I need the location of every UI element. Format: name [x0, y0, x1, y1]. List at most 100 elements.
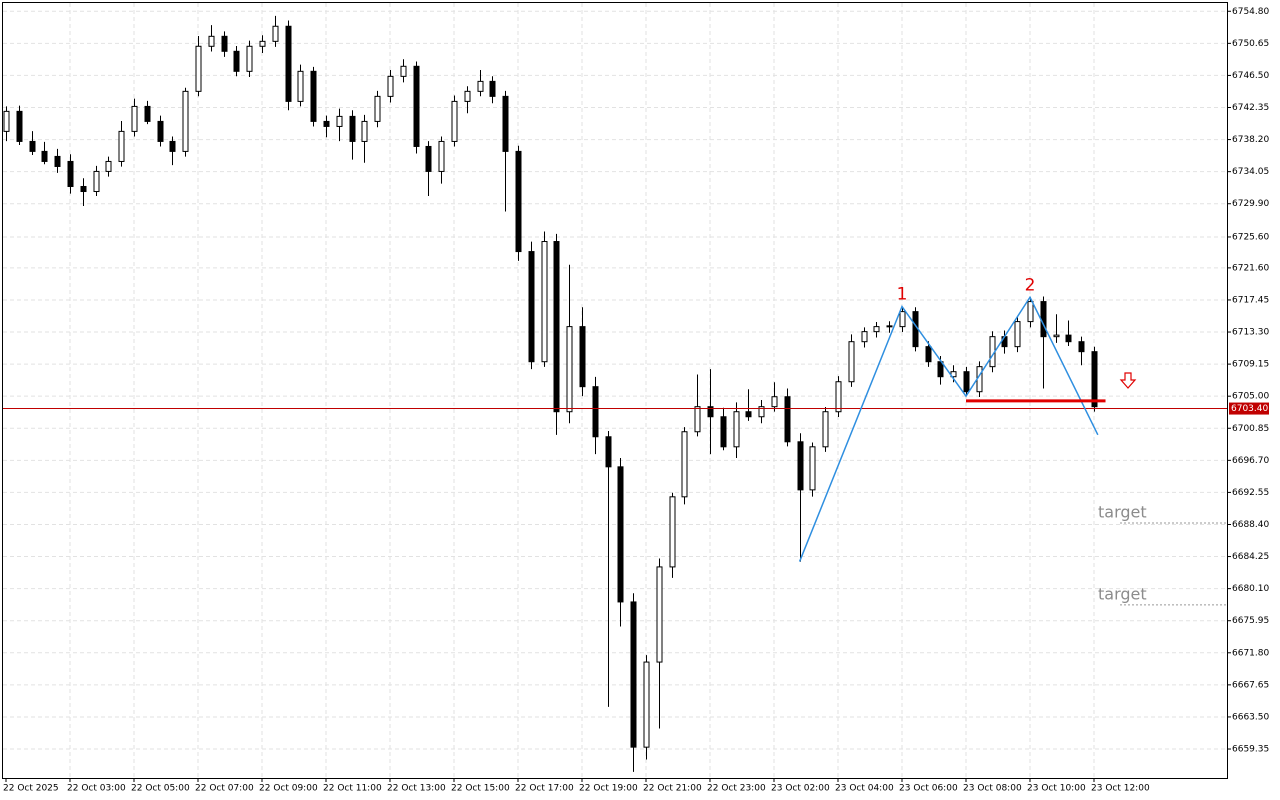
peak-label: 1: [897, 285, 908, 305]
candle-body: [349, 115, 356, 142]
y-tick-label: 6705.00: [1232, 392, 1269, 402]
candle-body: [553, 241, 560, 413]
candle-body: [1091, 351, 1098, 408]
candle-body: [1078, 341, 1085, 353]
candle-body: [169, 140, 176, 152]
y-tick-label: 6700.85: [1232, 424, 1269, 434]
y-tick-label: 6667.65: [1232, 680, 1269, 690]
candle-body: [630, 601, 637, 748]
candle-body: [451, 100, 458, 142]
candle-body: [809, 446, 816, 491]
y-tick-label: 6675.95: [1232, 616, 1269, 626]
candle-body: [105, 160, 112, 172]
candle-body: [259, 40, 266, 47]
candle-body: [144, 105, 151, 122]
candle-body: [899, 311, 906, 328]
y-tick-label: 6746.50: [1232, 71, 1269, 81]
candle-body: [182, 90, 189, 152]
candle-body: [873, 326, 880, 333]
candle-body: [361, 120, 368, 142]
peak-label: 2: [1025, 275, 1036, 295]
y-tick-label: 6659.35: [1232, 745, 1269, 755]
candle-body: [515, 150, 522, 253]
candle-body: [1053, 334, 1060, 338]
candle-body: [745, 411, 752, 418]
x-tick-label: 23 Oct 10:00: [1027, 784, 1086, 794]
candle-body: [502, 95, 509, 152]
candle-body: [41, 150, 48, 162]
candle-body: [566, 326, 573, 413]
y-tick-label: 6709.15: [1232, 360, 1269, 370]
y-tick-label: 6742.35: [1232, 103, 1269, 113]
candle-body: [720, 416, 727, 448]
y-tick-label: 6717.45: [1232, 295, 1269, 305]
y-tick-label: 6684.25: [1232, 552, 1269, 562]
y-tick-label: 6734.05: [1232, 167, 1269, 177]
candle-body: [605, 436, 612, 468]
candle-body: [925, 346, 932, 363]
sell-arrow: [1119, 372, 1137, 389]
plot-frame: [2, 2, 1228, 779]
candle-body: [617, 466, 624, 603]
target-label: target: [1098, 584, 1147, 603]
candle-body: [861, 331, 868, 343]
x-tick-label: 22 Oct 11:00: [323, 784, 382, 794]
x-tick-label: 23 Oct 08:00: [963, 784, 1022, 794]
candle-body: [221, 35, 228, 52]
target-label: target: [1098, 502, 1147, 521]
candle-body: [771, 396, 778, 408]
candle-body: [374, 95, 381, 122]
candle-body: [963, 371, 970, 393]
x-tick-label: 22 Oct 19:00: [579, 784, 638, 794]
candle-body: [54, 155, 61, 167]
candle-body: [285, 25, 292, 102]
candle-body: [669, 496, 676, 568]
y-tick-label: 6721.60: [1232, 263, 1269, 273]
current-price-label: 6703.40: [1231, 404, 1268, 414]
x-tick-label: 22 Oct 07:00: [195, 784, 254, 794]
candle-body: [425, 145, 432, 172]
candle-body: [541, 241, 548, 363]
x-tick-label: 23 Oct 06:00: [899, 784, 958, 794]
y-tick-label: 6738.20: [1232, 135, 1269, 145]
y-tick-label: 6750.65: [1232, 39, 1269, 49]
candle-body: [233, 50, 240, 72]
candle-body: [195, 45, 202, 92]
candle-body: [848, 341, 855, 383]
y-tick-label: 6725.60: [1232, 232, 1269, 242]
candle-body: [784, 396, 791, 443]
candle-body: [592, 386, 599, 438]
candle-body: [246, 45, 253, 72]
candle-body: [297, 70, 304, 102]
y-tick-label: 6692.55: [1232, 488, 1269, 498]
y-tick-label: 6688.40: [1232, 520, 1269, 530]
candle-body: [157, 120, 164, 142]
candle-body: [733, 411, 740, 448]
candle-body: [528, 251, 535, 363]
candle-body: [464, 90, 471, 102]
candle-body: [3, 110, 10, 132]
x-tick-label: 23 Oct 04:00: [835, 784, 894, 794]
candle-body: [477, 80, 484, 92]
x-tick-label: 23 Oct 12:00: [1091, 784, 1150, 794]
candle-body: [80, 185, 87, 193]
candle-body: [822, 411, 829, 448]
y-tick-label: 6680.10: [1232, 584, 1269, 594]
candle-body: [579, 326, 586, 388]
x-tick-label: 22 Oct 05:00: [131, 784, 190, 794]
y-tick-label: 6754.80: [1232, 7, 1269, 17]
candle-body: [310, 70, 317, 122]
candle-body: [1014, 321, 1021, 348]
candle-body: [681, 431, 688, 498]
y-tick-label: 6729.90: [1232, 199, 1269, 209]
candle-body: [1027, 301, 1034, 323]
x-tick-label: 22 Oct 15:00: [451, 784, 510, 794]
y-tick-label: 6663.50: [1232, 712, 1269, 722]
candle-body: [323, 120, 330, 127]
y-tick-label: 6713.30: [1232, 328, 1269, 338]
candle-body: [387, 75, 394, 97]
x-tick-label: 22 Oct 21:00: [643, 784, 702, 794]
candle-body: [758, 406, 765, 418]
candle-body: [336, 115, 343, 127]
x-tick-label: 22 Oct 2025: [3, 784, 59, 794]
